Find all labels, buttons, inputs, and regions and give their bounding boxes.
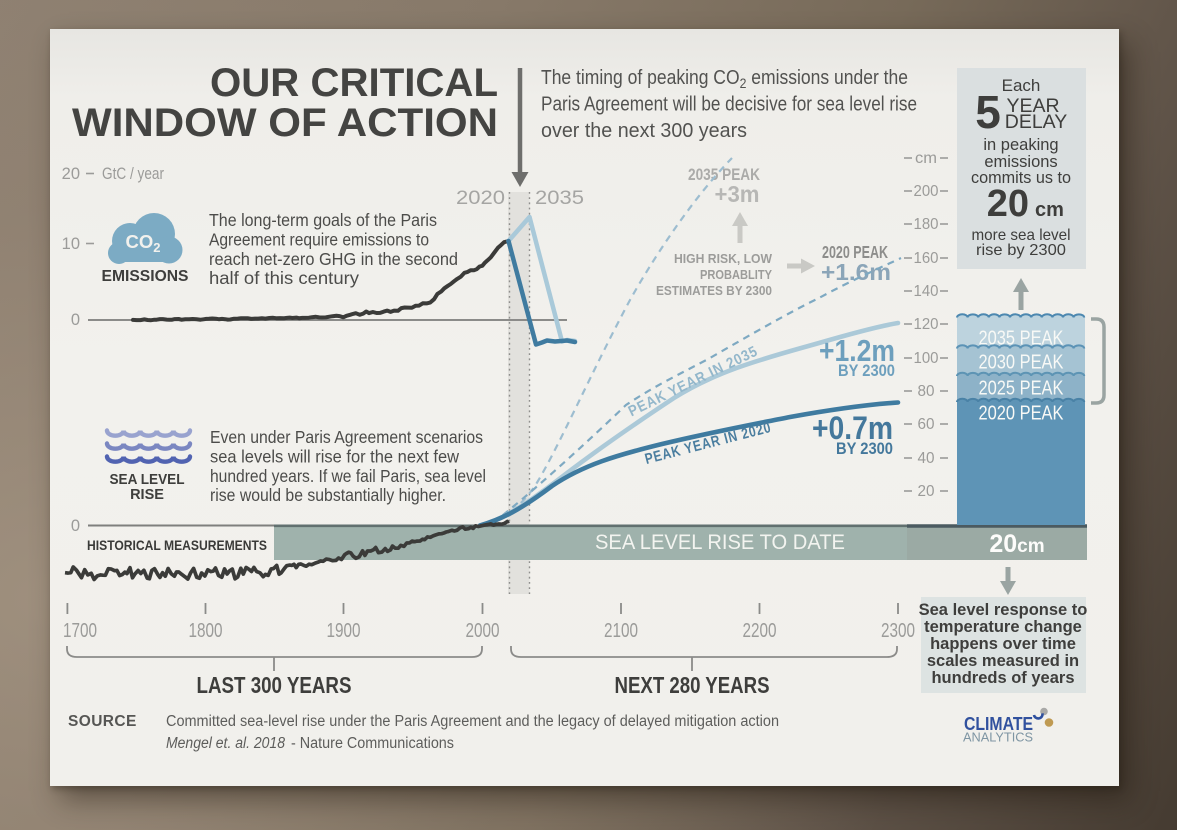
svg-text:Agreement require emissions to: Agreement require emissions to xyxy=(209,229,429,249)
svg-text:1900: 1900 xyxy=(327,620,361,642)
svg-text:1800: 1800 xyxy=(189,620,223,642)
svg-text:emissions: emissions xyxy=(984,153,1057,171)
svg-text:reach net-zero GHG in the seco: reach net-zero GHG in the second xyxy=(209,249,458,269)
svg-text:2030 PEAK: 2030 PEAK xyxy=(979,352,1065,374)
svg-text:+1.2m: +1.2m xyxy=(819,333,895,368)
svg-text:20: 20 xyxy=(918,483,935,500)
svg-text:180: 180 xyxy=(914,216,939,233)
svg-text:80: 80 xyxy=(918,383,935,400)
svg-text:ESTIMATES BY 2300: ESTIMATES BY 2300 xyxy=(656,283,772,298)
svg-text:cm: cm xyxy=(915,150,937,167)
svg-text:0: 0 xyxy=(71,311,80,329)
svg-text:more sea level: more sea level xyxy=(972,227,1071,244)
svg-text:rise by 2300: rise by 2300 xyxy=(976,242,1066,259)
svg-text:2300: 2300 xyxy=(881,620,915,642)
svg-text:- Nature Communications: - Nature Communications xyxy=(291,735,454,752)
svg-text:NEXT 280 YEARS: NEXT 280 YEARS xyxy=(615,672,770,698)
svg-text:BY 2300: BY 2300 xyxy=(838,361,895,380)
svg-text:sea levels will rise for the n: sea levels will rise for the next few xyxy=(210,446,460,466)
svg-text:SOURCE: SOURCE xyxy=(68,713,137,730)
svg-text:2025 PEAK: 2025 PEAK xyxy=(979,378,1065,400)
svg-text:cm: cm xyxy=(1035,199,1064,221)
svg-text:120: 120 xyxy=(914,316,939,333)
svg-text:GtC / year: GtC / year xyxy=(102,165,164,183)
svg-text:commits us to: commits us to xyxy=(971,168,1071,187)
svg-text:rise would be substantially hi: rise would be substantially higher. xyxy=(210,485,446,505)
svg-text:The long-term goals of the Par: The long-term goals of the Paris xyxy=(209,210,437,230)
svg-text:Committed sea-level rise under: Committed sea-level rise under the Paris… xyxy=(166,713,779,730)
svg-text:2035: 2035 xyxy=(535,187,584,209)
svg-text:2100: 2100 xyxy=(604,620,638,642)
svg-text:temperature change: temperature change xyxy=(924,618,1082,636)
svg-text:happens over time: happens over time xyxy=(930,635,1076,653)
svg-text:40: 40 xyxy=(918,450,935,467)
svg-text:over the next 300 years: over the next 300 years xyxy=(541,120,747,142)
svg-text:half of this century: half of this century xyxy=(209,268,359,288)
svg-text:100: 100 xyxy=(914,350,939,367)
svg-text:2200: 2200 xyxy=(743,620,777,642)
svg-text:2000: 2000 xyxy=(466,620,500,642)
svg-text:0: 0 xyxy=(71,517,80,535)
svg-text:hundreds of years: hundreds of years xyxy=(931,669,1074,687)
svg-text:OUR CRITICAL: OUR CRITICAL xyxy=(210,61,498,105)
svg-text:LAST 300 YEARS: LAST 300 YEARS xyxy=(197,672,352,698)
svg-text:+0.7m: +0.7m xyxy=(812,410,893,446)
svg-text:HISTORICAL MEASUREMENTS: HISTORICAL MEASUREMENTS xyxy=(87,537,267,553)
svg-text:Paris Agreement will be decisi: Paris Agreement will be decisive for sea… xyxy=(541,94,917,116)
svg-text:10: 10 xyxy=(62,235,80,253)
svg-text:20: 20 xyxy=(62,165,80,183)
svg-text:HIGH RISK, LOW: HIGH RISK, LOW xyxy=(674,251,773,266)
svg-text:2020 PEAK: 2020 PEAK xyxy=(822,242,888,262)
svg-text:Sea level response to: Sea level response to xyxy=(919,601,1088,619)
svg-text:2035 PEAK: 2035 PEAK xyxy=(688,165,761,184)
svg-text:scales measured in: scales measured in xyxy=(927,652,1079,670)
svg-text:+3m: +3m xyxy=(715,181,760,207)
svg-text:2020: 2020 xyxy=(456,187,505,209)
svg-text:ANALYTICS: ANALYTICS xyxy=(963,730,1033,745)
svg-text:in peaking: in peaking xyxy=(983,136,1058,154)
svg-text:Each: Each xyxy=(1002,76,1041,95)
svg-text:+1.6m: +1.6m xyxy=(821,259,891,285)
svg-text:EMISSIONS: EMISSIONS xyxy=(102,268,189,285)
svg-text:2020 PEAK: 2020 PEAK xyxy=(979,403,1065,425)
svg-text:The timing of peaking CO2 emis: The timing of peaking CO2 emissions unde… xyxy=(541,67,908,91)
svg-text:Even under Paris Agreement sce: Even under Paris Agreement scenarios xyxy=(210,427,483,447)
svg-text:140: 140 xyxy=(914,283,939,300)
svg-text:20: 20 xyxy=(987,183,1029,225)
svg-text:SEA LEVEL: SEA LEVEL xyxy=(110,472,185,488)
svg-text:YEAR: YEAR xyxy=(1006,95,1059,117)
svg-text:DELAY: DELAY xyxy=(1005,111,1068,133)
svg-text:2035 PEAK: 2035 PEAK xyxy=(979,328,1065,350)
svg-text:PEAK YEAR IN 2035: PEAK YEAR IN 2035 xyxy=(626,343,761,421)
svg-text:CO2: CO2 xyxy=(126,231,161,255)
svg-text:60: 60 xyxy=(918,416,935,433)
svg-text:RISE: RISE xyxy=(130,487,164,503)
svg-text:CLIMATE: CLIMATE xyxy=(964,714,1033,734)
svg-text:PROBABLITY: PROBABLITY xyxy=(700,267,772,282)
svg-text:Mengel et. al. 2018: Mengel et. al. 2018 xyxy=(166,735,285,752)
svg-text:SEA LEVEL RISE TO DATE: SEA LEVEL RISE TO DATE xyxy=(595,531,845,554)
svg-text:hundred years. If we fail Pari: hundred years. If we fail Paris, sea lev… xyxy=(210,466,486,486)
svg-text:1700: 1700 xyxy=(63,620,97,642)
svg-text:200: 200 xyxy=(914,183,939,200)
svg-text:BY 2300: BY 2300 xyxy=(836,439,893,458)
svg-text:160: 160 xyxy=(914,250,939,267)
svg-text:5: 5 xyxy=(975,86,1001,138)
svg-text:WINDOW OF ACTION: WINDOW OF ACTION xyxy=(72,101,498,145)
